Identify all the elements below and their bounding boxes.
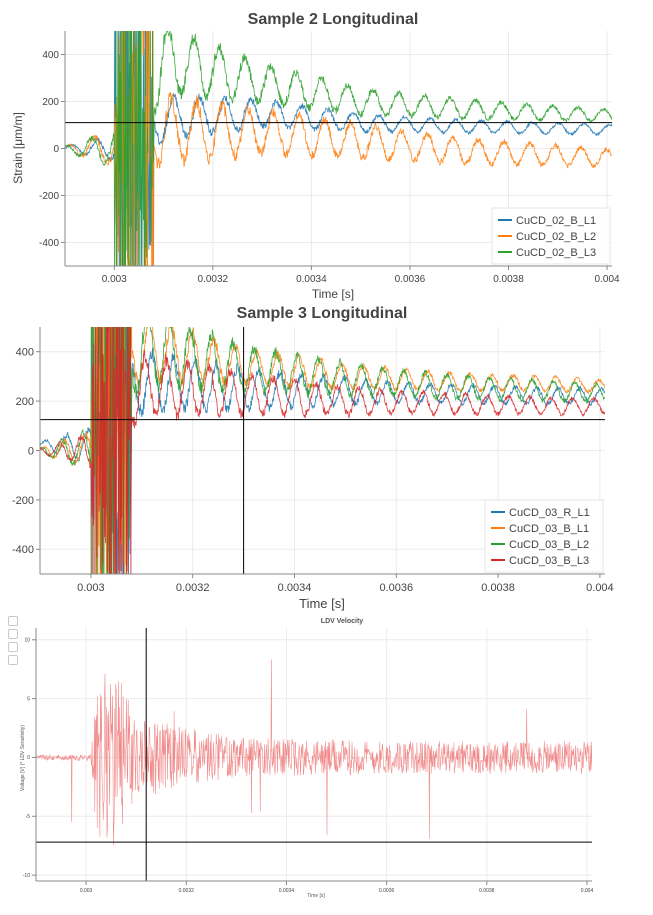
x-tick-label: 0.003	[80, 888, 93, 894]
series-line-CuCD_03_B_L3	[40, 327, 605, 574]
y-tick-label: 400	[16, 347, 34, 359]
x-tick-label: 0.0036	[395, 274, 426, 285]
x-tick-label: 0.0036	[379, 888, 395, 894]
legend-label: CuCD_02_B_L3	[516, 247, 596, 259]
x-tick-label: 0.0034	[278, 582, 312, 594]
x-tick-label: 0.0034	[279, 888, 295, 894]
y-tick-label: -200	[12, 495, 34, 507]
y-tick-label: 200	[16, 396, 34, 408]
x-tick-label: 0.003	[102, 274, 127, 285]
plot-area	[65, 31, 612, 266]
zoom-tool-icon[interactable]	[8, 629, 18, 639]
sample2-xlabel: Time [s]	[312, 287, 354, 301]
y-tick-label: 200	[42, 97, 59, 108]
series-line-CuCD_03_B_L1	[40, 327, 605, 574]
y-tick-label: 5	[27, 696, 30, 702]
y-tick-label: 0	[27, 755, 30, 761]
chart-toolbar	[8, 616, 18, 665]
x-tick-label: 0.0038	[493, 274, 524, 285]
y-tick-label: 10	[24, 638, 30, 644]
plot-area	[40, 327, 605, 574]
x-tick-label: 0.0032	[176, 582, 210, 594]
series-line-CuCD_03_B_L2	[40, 327, 605, 574]
reset-tool-icon[interactable]	[8, 642, 18, 652]
sample2-panel: Sample 2 Longitudinal Strain [μm/m] Time…	[11, 11, 620, 301]
y-tick-label: -5	[26, 814, 31, 820]
y-tick-label: -10	[23, 873, 30, 879]
x-tick-label: 0.0034	[296, 274, 327, 285]
series-line-CuCD_02_B_L3	[65, 31, 612, 266]
y-tick-label: -400	[39, 238, 59, 249]
legend: CuCD_03_R_L1 CuCD_03_B_L1 CuCD_03_B_L2 CuCD…	[484, 499, 604, 573]
x-tick-label: 0.004	[586, 582, 614, 594]
legend: CuCD_02_B_L1 CuCD_02_B_L2 CuCD_02_B_L3	[491, 207, 611, 265]
save-tool-icon[interactable]	[8, 655, 18, 665]
legend-label: CuCD_03_B_L3	[509, 555, 589, 567]
y-tick-label: -400	[12, 544, 34, 556]
pan-tool-icon[interactable]	[8, 616, 18, 626]
legend-label: CuCD_03_B_L1	[509, 523, 589, 535]
series-line-CuCD_02_B_L1	[65, 31, 612, 266]
legend-label: CuCD_03_R_L1	[509, 507, 590, 519]
legend-label: CuCD_03_B_L2	[509, 539, 589, 551]
y-tick-label: 400	[42, 50, 59, 61]
ldv-title: LDV Velocity	[321, 618, 364, 625]
x-tick-label: 0.0038	[479, 888, 495, 894]
y-tick-label: 0	[28, 445, 34, 457]
x-tick-label: 0.0036	[379, 582, 413, 594]
ldv-xlabel: Time [s]	[307, 893, 325, 899]
x-tick-label: 0.0032	[198, 274, 229, 285]
series-line-CuCD_02_B_L2	[65, 31, 612, 266]
series-line-ldv-velocity	[36, 659, 592, 846]
x-tick-label: 0.003	[77, 582, 105, 594]
series-line-CuCD_03_R_L1	[40, 327, 605, 574]
sample3-panel: Sample 3 Longitudinal Time [s] 400 200 0 -2…	[12, 305, 614, 611]
legend-label: CuCD_02_B_L2	[516, 231, 596, 243]
sample2-title: Sample 2 Longitudinal	[248, 11, 419, 28]
sample3-title: Sample 3 Longitudinal	[237, 305, 408, 322]
legend-label: CuCD_02_B_L1	[516, 215, 596, 227]
sample3-xlabel: Time [s]	[299, 596, 345, 611]
ldv-panel: LDV Velocity Voltage [V] (* LDV Sensitiv…	[20, 618, 593, 899]
plot-area	[36, 659, 592, 846]
x-tick-label: 0.004	[581, 888, 594, 894]
y-tick-label: -200	[39, 191, 59, 202]
x-tick-label: 0.004	[595, 274, 620, 285]
y-tick-label: 0	[53, 144, 59, 155]
x-tick-label: 0.0032	[179, 888, 195, 894]
ldv-ylabel: Voltage [V] (* LDV Sensitivity)	[20, 725, 26, 791]
x-tick-label: 0.0038	[481, 582, 515, 594]
sample2-ylabel: Strain [μm/m]	[11, 112, 25, 184]
